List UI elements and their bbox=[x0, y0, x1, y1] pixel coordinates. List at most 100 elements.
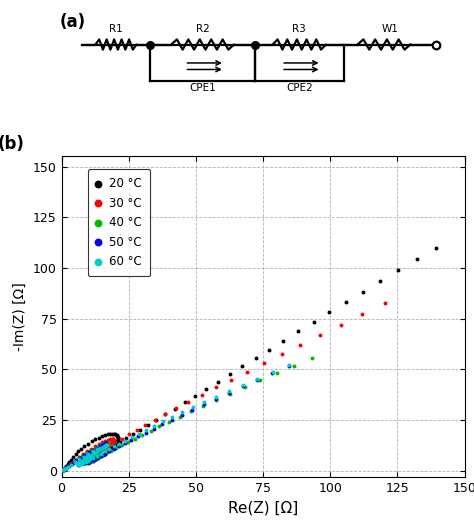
50 °C bbox=[85, 457, 93, 465]
20 °C bbox=[252, 354, 259, 362]
40 °C bbox=[97, 445, 104, 454]
50 °C bbox=[80, 459, 87, 467]
40 °C bbox=[176, 412, 183, 421]
60 °C bbox=[201, 398, 208, 406]
60 °C bbox=[71, 458, 79, 466]
50 °C bbox=[168, 416, 175, 424]
40 °C bbox=[93, 449, 100, 457]
50 °C bbox=[102, 439, 110, 447]
30 °C bbox=[80, 456, 87, 465]
50 °C bbox=[60, 465, 68, 474]
20 °C bbox=[226, 370, 234, 378]
20 °C bbox=[84, 458, 92, 466]
50 °C bbox=[121, 439, 129, 447]
40 °C bbox=[99, 444, 106, 452]
20 °C bbox=[63, 462, 70, 470]
40 °C bbox=[101, 439, 109, 447]
30 °C bbox=[91, 442, 99, 451]
20 °C bbox=[432, 244, 439, 252]
40 °C bbox=[103, 439, 111, 447]
30 °C bbox=[337, 321, 345, 329]
20 °C bbox=[84, 440, 92, 448]
40 °C bbox=[155, 422, 163, 431]
40 °C bbox=[241, 383, 248, 391]
50 °C bbox=[102, 440, 110, 448]
20 °C bbox=[104, 430, 111, 439]
30 °C bbox=[66, 460, 74, 468]
20 °C bbox=[113, 438, 120, 446]
30 °C bbox=[80, 456, 87, 464]
20 °C bbox=[191, 392, 199, 400]
60 °C bbox=[59, 466, 67, 474]
40 °C bbox=[97, 441, 104, 450]
50 °C bbox=[128, 436, 135, 444]
40 °C bbox=[63, 463, 71, 472]
30 °C bbox=[83, 455, 91, 463]
30 °C bbox=[107, 439, 114, 447]
30 °C bbox=[87, 444, 95, 453]
40 °C bbox=[83, 455, 91, 464]
60 °C bbox=[159, 417, 167, 425]
20 °C bbox=[85, 458, 92, 467]
20 °C bbox=[106, 430, 114, 438]
20 °C bbox=[101, 447, 109, 455]
60 °C bbox=[101, 442, 109, 450]
20 °C bbox=[181, 398, 189, 407]
30 °C bbox=[106, 441, 113, 450]
50 °C bbox=[62, 464, 69, 473]
40 °C bbox=[187, 407, 195, 416]
20 °C bbox=[129, 430, 137, 438]
30 °C bbox=[142, 421, 149, 429]
30 °C bbox=[105, 440, 112, 449]
30 °C bbox=[79, 457, 86, 465]
60 °C bbox=[75, 459, 83, 467]
50 °C bbox=[85, 452, 93, 461]
30 °C bbox=[227, 376, 235, 384]
60 °C bbox=[84, 456, 91, 465]
50 °C bbox=[89, 449, 97, 457]
30 °C bbox=[95, 440, 103, 449]
50 °C bbox=[98, 443, 105, 452]
50 °C bbox=[66, 461, 73, 470]
Y-axis label: -Im(Z) [Ω]: -Im(Z) [Ω] bbox=[13, 282, 27, 351]
40 °C bbox=[60, 465, 68, 474]
20 °C bbox=[110, 430, 118, 438]
30 °C bbox=[79, 450, 87, 458]
50 °C bbox=[89, 445, 97, 454]
50 °C bbox=[110, 445, 118, 453]
20 °C bbox=[91, 435, 99, 443]
20 °C bbox=[59, 466, 66, 475]
40 °C bbox=[93, 443, 101, 451]
40 °C bbox=[100, 443, 108, 451]
60 °C bbox=[226, 387, 233, 395]
50 °C bbox=[82, 458, 90, 467]
50 °C bbox=[101, 440, 109, 449]
60 °C bbox=[93, 445, 101, 454]
60 °C bbox=[93, 452, 100, 460]
40 °C bbox=[95, 447, 102, 455]
40 °C bbox=[101, 442, 109, 450]
50 °C bbox=[81, 451, 88, 459]
30 °C bbox=[358, 310, 366, 319]
60 °C bbox=[86, 452, 93, 461]
50 °C bbox=[59, 466, 67, 474]
30 °C bbox=[79, 456, 86, 465]
20 °C bbox=[114, 432, 121, 440]
30 °C bbox=[109, 437, 117, 445]
50 °C bbox=[285, 362, 292, 370]
50 °C bbox=[150, 424, 157, 433]
60 °C bbox=[97, 445, 104, 453]
40 °C bbox=[83, 457, 91, 466]
20 °C bbox=[110, 441, 118, 450]
60 °C bbox=[64, 463, 72, 471]
50 °C bbox=[80, 456, 88, 465]
60 °C bbox=[128, 433, 136, 441]
30 °C bbox=[78, 457, 85, 466]
60 °C bbox=[151, 421, 158, 430]
20 °C bbox=[85, 457, 92, 466]
50 °C bbox=[101, 450, 109, 458]
40 °C bbox=[102, 441, 110, 449]
60 °C bbox=[103, 441, 110, 449]
Text: (b): (b) bbox=[0, 135, 24, 154]
60 °C bbox=[142, 425, 150, 434]
